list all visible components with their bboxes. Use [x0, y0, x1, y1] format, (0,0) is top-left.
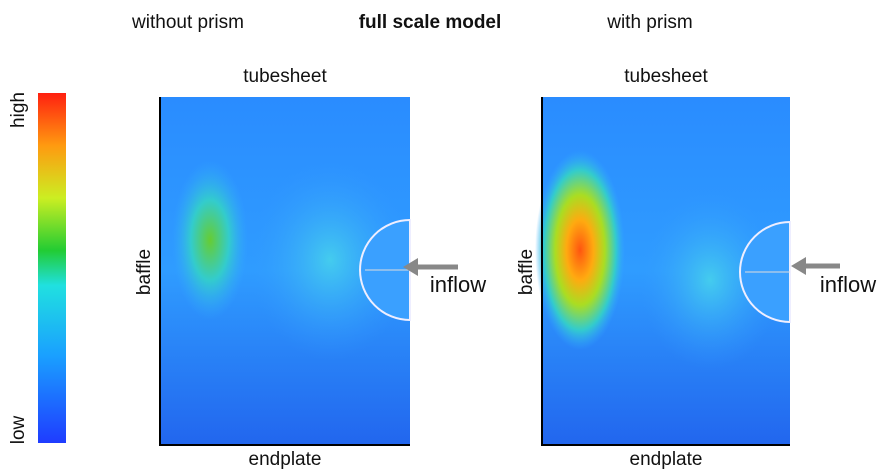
arrow-label: inflow: [430, 272, 486, 297]
colorbar-high: high: [8, 92, 29, 128]
header-left: without prism: [131, 12, 244, 33]
side-label: baffle: [516, 249, 537, 295]
arrow-head: [791, 257, 806, 275]
panel: tubesheet baffle endplate inflow: [134, 66, 486, 469]
side-label: baffle: [134, 249, 155, 295]
figure: without prism full scale model with pris…: [0, 0, 884, 469]
panel: tubesheet baffle endplate inflow: [516, 66, 876, 469]
bottom-label: endplate: [630, 449, 703, 469]
top-label: tubesheet: [243, 66, 327, 87]
bottom-label: endplate: [249, 449, 322, 469]
top-label: tubesheet: [624, 66, 708, 87]
header-center: full scale model: [359, 12, 502, 33]
heat-spot: [172, 160, 248, 320]
header-right: with prism: [606, 12, 693, 33]
heat-spot: [535, 150, 625, 350]
colorbar: [38, 93, 66, 443]
colorbar-low: low: [8, 415, 29, 444]
arrow-label: inflow: [820, 272, 876, 297]
